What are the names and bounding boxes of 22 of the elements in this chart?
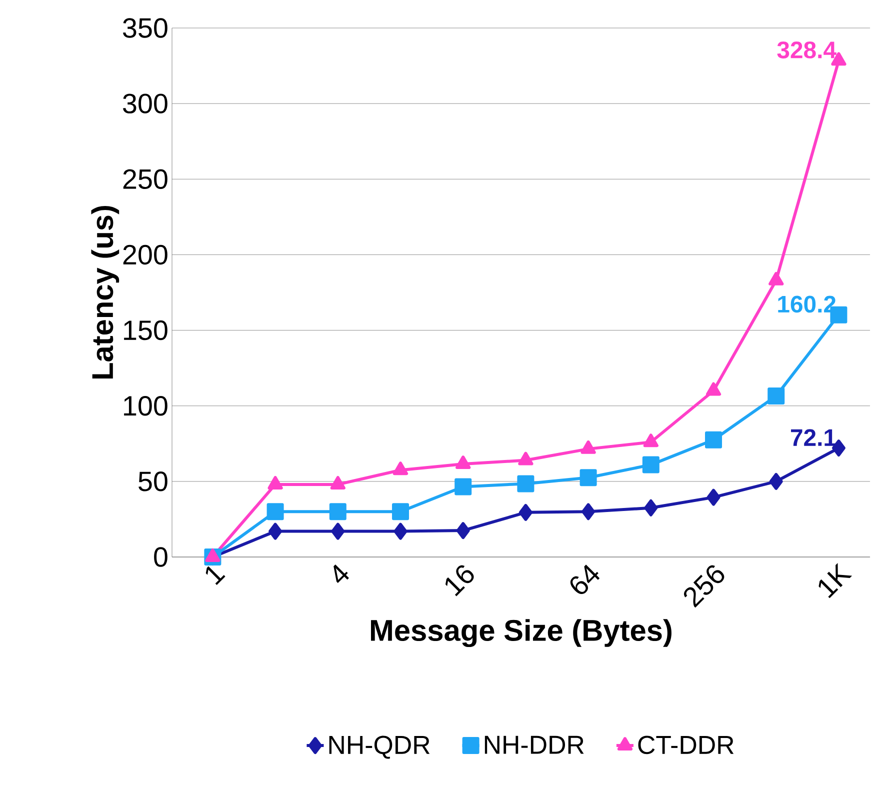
x-axis-title: Message Size (Bytes) [371, 619, 672, 648]
y-tick-label: 0 [154, 547, 168, 567]
x-tick-label: 16 [445, 565, 474, 596]
x-tick-label: 256 [684, 565, 724, 608]
y-tick-label: 50 [138, 472, 168, 492]
y-tick-label: 200 [123, 244, 168, 265]
legend-label: NH-DDR [484, 736, 584, 754]
y-tick-label: 250 [123, 169, 168, 190]
legend-label: CT-DDR [638, 736, 734, 754]
x-tick-label: 1 [206, 566, 226, 586]
data-label: 72.1 [791, 429, 836, 446]
y-axis-title: Latency (us) [91, 206, 120, 379]
x-tick-label: 4 [334, 564, 349, 583]
data-label: 160.2 [778, 296, 836, 313]
x-tick-label: 64 [570, 564, 600, 594]
legend-label: NH-QDR [329, 736, 430, 759]
y-tick-label: 150 [124, 320, 168, 340]
y-tick-label: 300 [123, 94, 168, 114]
x-tick-label: 1K [818, 562, 852, 598]
y-tick-label: 350 [123, 18, 168, 38]
data-label: 328.4 [777, 41, 836, 58]
y-tick-label: 100 [124, 396, 168, 416]
